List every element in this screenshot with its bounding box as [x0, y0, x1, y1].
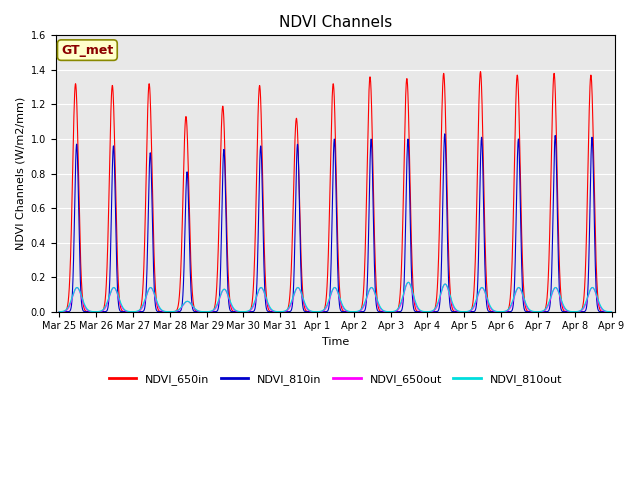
Y-axis label: NDVI Channels (W/m2/mm): NDVI Channels (W/m2/mm): [15, 97, 25, 250]
X-axis label: Time: Time: [322, 337, 349, 347]
Text: GT_met: GT_met: [61, 44, 113, 57]
Legend: NDVI_650in, NDVI_810in, NDVI_650out, NDVI_810out: NDVI_650in, NDVI_810in, NDVI_650out, NDV…: [104, 369, 567, 389]
Title: NDVI Channels: NDVI Channels: [279, 15, 392, 30]
